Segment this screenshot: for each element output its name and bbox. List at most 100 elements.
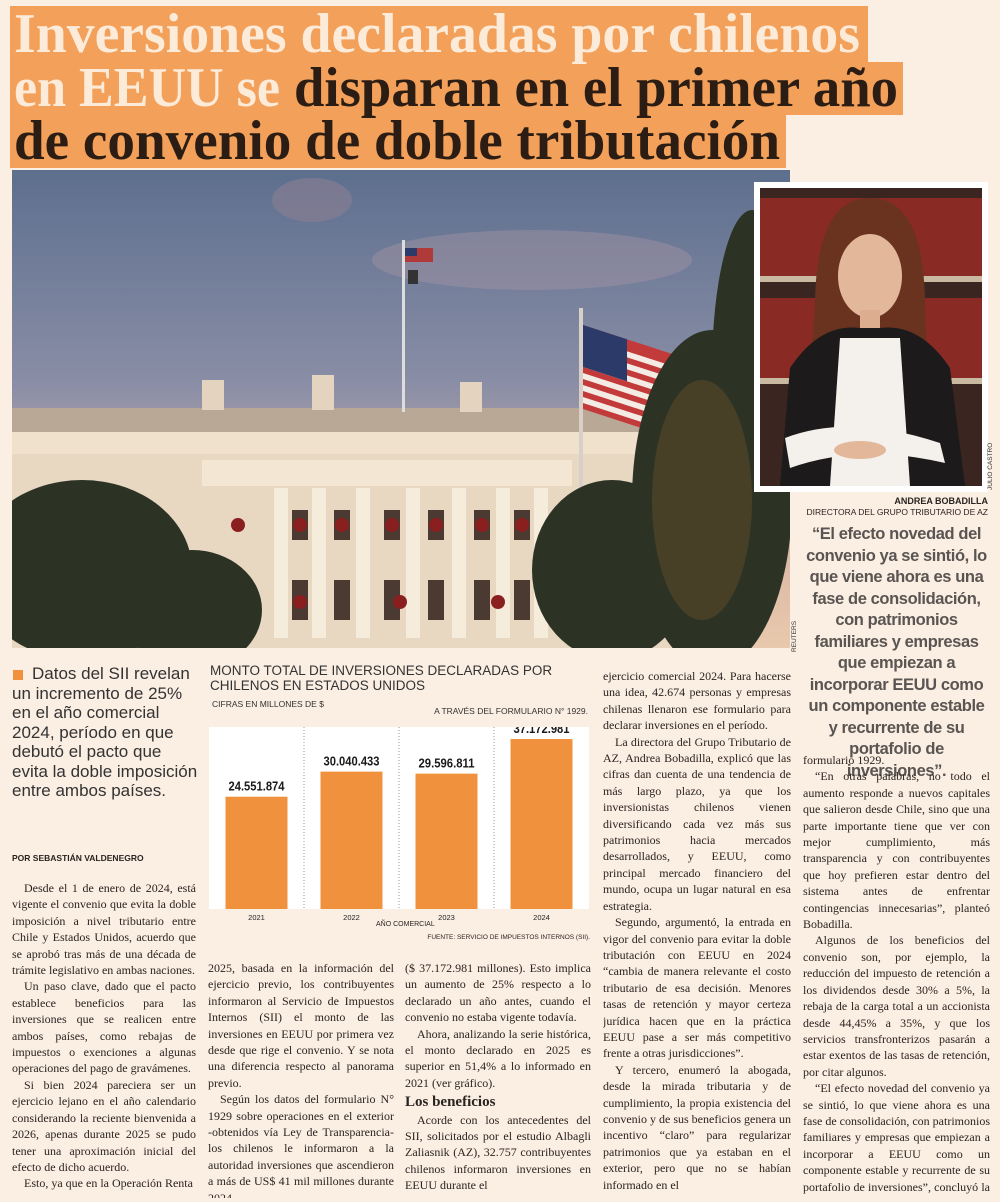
- x-axis-label: AÑO COMERCIAL: [376, 921, 435, 928]
- shape: [429, 518, 443, 532]
- paragraph: “En otras palabras, no todo el aumento r…: [803, 769, 990, 932]
- paragraph: Algunos de los beneficios del convenio s…: [803, 933, 990, 1079]
- shape: [274, 488, 288, 638]
- chart: MONTO TOTAL DE INVERSIONES DECLARADAS PO…: [206, 663, 594, 946]
- chart-title: MONTO TOTAL DE INVERSIONES DECLARADAS PO…: [210, 663, 553, 693]
- pull-quote: “El efecto novedad del convenio ya se si…: [806, 525, 987, 780]
- headline: Inversiones declaradas por chilenos en E…: [10, 3, 903, 170]
- bar: [415, 773, 478, 909]
- shape: [474, 580, 490, 620]
- paragraph: Según los datos del formulario N° 1929 s…: [208, 1092, 394, 1198]
- shape: [334, 580, 350, 620]
- column: ($ 37.172.981 millones). Esto implica un…: [405, 960, 591, 1198]
- chart-subtitle: CIFRAS EN MILLONES DE $: [212, 699, 324, 709]
- headline-bg: [10, 62, 903, 115]
- shape: [652, 380, 752, 620]
- column: ejercicio comercial 2024. Para hacerse u…: [603, 668, 791, 1198]
- shape: [583, 325, 627, 382]
- shape: [272, 178, 352, 222]
- chart-note: A TRAVÉS DEL FORMULARIO N° 1929.: [434, 706, 588, 716]
- portrait-photo: [760, 188, 982, 486]
- shape: [12, 432, 672, 454]
- paragraph: 2025, basada en la información del ejerc…: [208, 961, 394, 1090]
- x-tick-label: 2022: [343, 913, 360, 922]
- portrait-credit: JULIO CASTRO: [987, 442, 994, 490]
- shape: [406, 488, 420, 638]
- x-tick-label: 2021: [248, 913, 265, 922]
- lead: Datos del SII revelan un incremento de 2…: [12, 664, 198, 800]
- shape: [274, 488, 548, 638]
- photo-credit: REUTERS: [791, 620, 798, 652]
- shape: [231, 518, 245, 532]
- shape: [384, 580, 400, 620]
- white-house-photo: [12, 170, 790, 648]
- shape: [830, 338, 910, 486]
- subhead: Los beneficios: [405, 1094, 496, 1111]
- paragraph: “El efecto novedad del convenio ya se si…: [803, 1081, 990, 1198]
- shape: [202, 460, 572, 486]
- byline: POR SEBASTIÁN VALDENEGRO: [12, 853, 144, 863]
- caption-name: ANDREA BOBADILLA: [894, 496, 988, 506]
- headline-text: Inversiones declaradas por chilenos en E…: [14, 3, 898, 170]
- bar: [510, 739, 573, 909]
- shape: [838, 234, 902, 318]
- shape: [312, 488, 326, 638]
- shape: [335, 518, 349, 532]
- column: formulario 1929. “En otras palabras, no t…: [803, 752, 990, 1198]
- value-label: 24.551.874: [229, 779, 286, 794]
- shape: [452, 488, 466, 638]
- bar: [320, 771, 383, 909]
- shape: [393, 595, 407, 609]
- headline-bg: [10, 115, 786, 168]
- shape: [372, 230, 692, 290]
- shape: [460, 382, 482, 412]
- shape: [385, 518, 399, 532]
- headline-line: en EEUU se: [14, 57, 280, 119]
- shape: [579, 308, 583, 648]
- shape: [202, 380, 224, 410]
- paragraph: Un paso clave, dado que el pacto estable…: [12, 979, 196, 1076]
- paragraph: Desde el 1 de enero de 2024, está vigent…: [12, 881, 196, 978]
- shape: [408, 270, 418, 284]
- shape: [292, 510, 530, 620]
- shape: [405, 248, 417, 256]
- value-label: 30.040.433: [324, 754, 380, 769]
- paragraph: Acorde con los antecedentes del SII, sol…: [405, 1112, 591, 1193]
- shape: [428, 580, 444, 620]
- shape: [475, 518, 489, 532]
- paragraph: formulario 1929.: [803, 753, 885, 767]
- shape: [293, 518, 307, 532]
- shape: [860, 310, 880, 330]
- paragraph: ejercicio comercial 2024. Para hacerse u…: [603, 669, 791, 733]
- shape: [491, 595, 505, 609]
- paragraph: Si bien 2024 pareciera ser un ejercicio …: [12, 1077, 196, 1174]
- shape: [293, 595, 307, 609]
- value-label: 29.596.811: [419, 756, 475, 771]
- headline-line: Inversiones declaradas por chilenos: [14, 3, 860, 65]
- paragraph: ($ 37.172.981 millones). Esto implica un…: [405, 961, 591, 1025]
- shape: [514, 580, 530, 620]
- chart-source: FUENTE: SERVICIO DE IMPUESTOS INTERNOS (…: [427, 934, 590, 941]
- shape: [356, 488, 370, 638]
- headline-line: disparan en el primer año: [294, 57, 898, 119]
- bar: [225, 796, 288, 909]
- paragraph: La directora del Grupo Tributario de AZ,…: [603, 734, 791, 913]
- shape: [515, 518, 529, 532]
- headline-line: de convenio de doble tributación: [14, 110, 780, 170]
- shape: [402, 240, 405, 412]
- shape: [652, 380, 752, 620]
- paragraph: Segundo, argumentó, la entrada en vigor …: [603, 915, 791, 1061]
- caption-role: DIRECTORA DEL GRUPO TRIBUTARIO DE AZ: [806, 507, 988, 517]
- value-label: 37.172.981: [514, 727, 570, 736]
- x-tick-label: 2024: [533, 913, 550, 922]
- shape: [122, 550, 262, 648]
- plot: 24.551.874 2021 30.040.433 2022 29.596.811 20…: [209, 727, 589, 922]
- paragraph: Y tercero, enumeró la abogada, desde la …: [603, 1062, 791, 1192]
- shape: [312, 375, 334, 410]
- headline-bg: [10, 6, 868, 62]
- shape: [496, 488, 510, 638]
- x-tick-label: 2023: [438, 913, 455, 922]
- column: 2025, basada en la información del ejerc…: [208, 960, 394, 1198]
